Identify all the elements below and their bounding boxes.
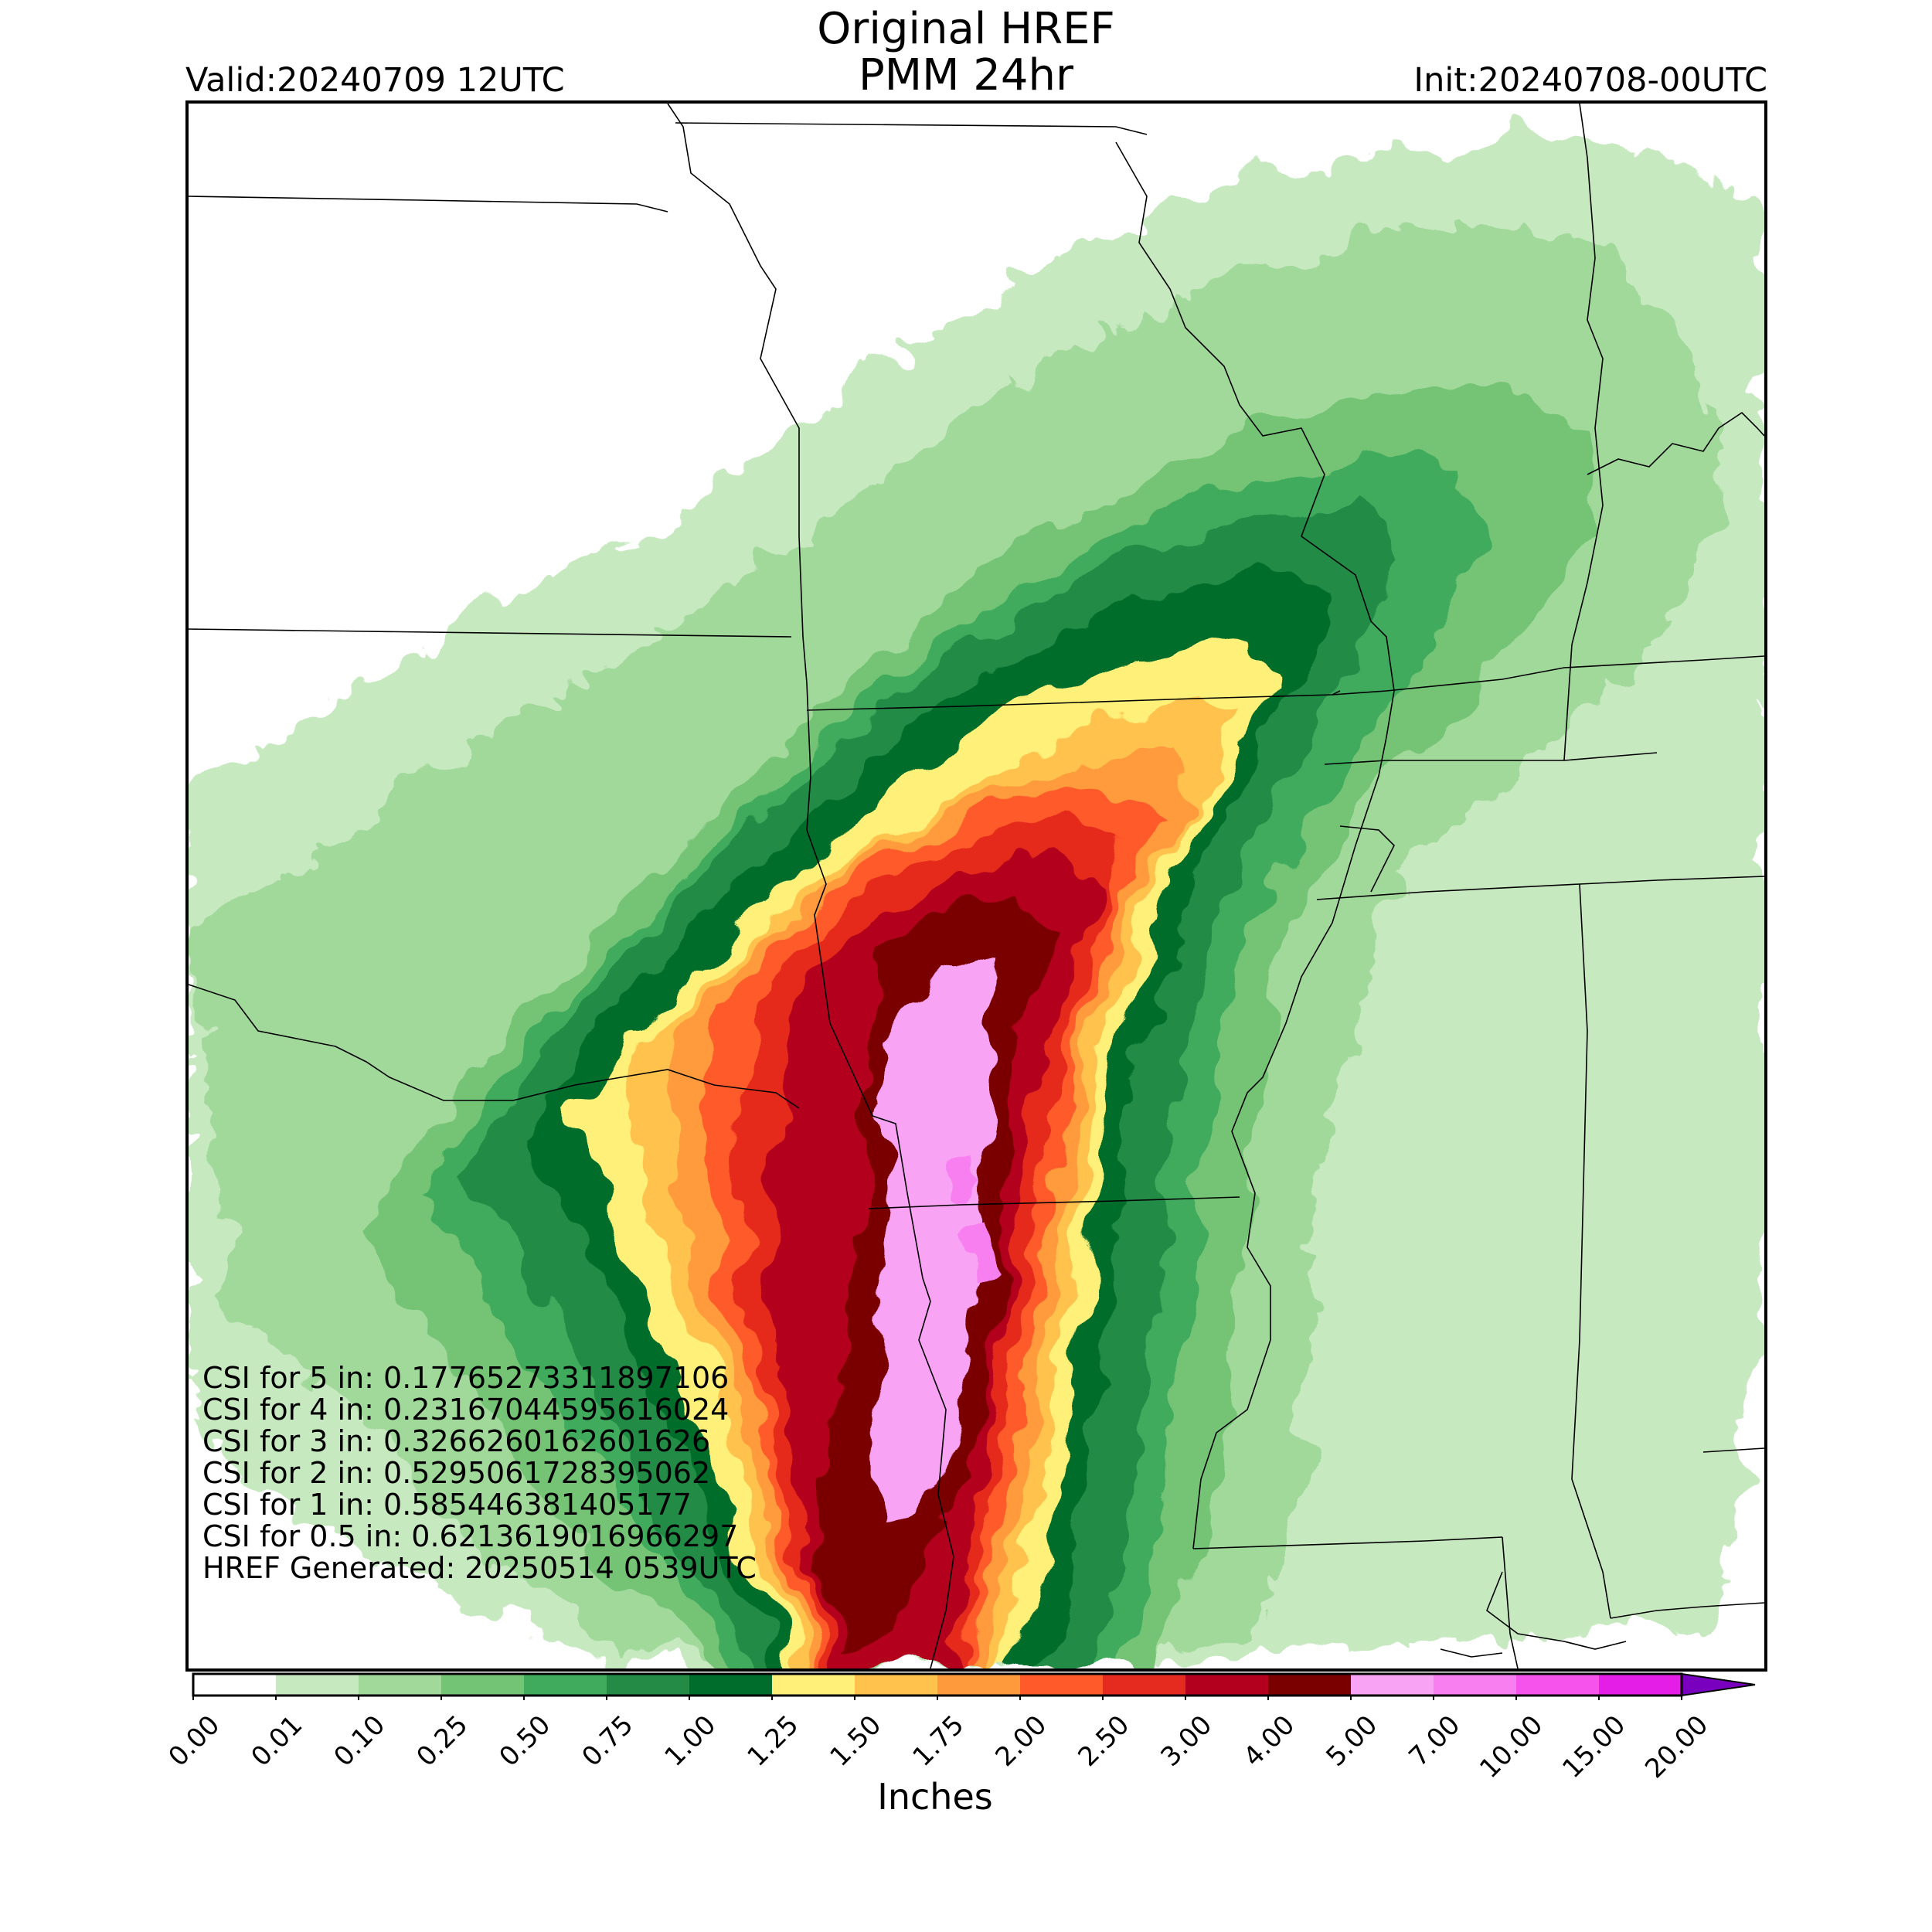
colorbar-units-label: Inches [877,1776,993,1818]
colorbar-segment [689,1674,772,1696]
colorbar-segment [1434,1674,1516,1696]
colorbar-segment [276,1674,359,1696]
colorbar-tick-label: 0.10 [328,1709,392,1773]
colorbar-tick-label: 5.00 [1320,1709,1384,1773]
colorbar-tick-label: 1.50 [824,1709,888,1773]
colorbar-tick-label: 0.00 [162,1709,226,1773]
colorbar-segment [772,1674,855,1696]
colorbar-segment [1185,1674,1268,1696]
csi-2in: CSI for 2 in: 0.5295061728395062 [202,1456,711,1490]
state-boundaries [189,104,1764,1668]
colorbar-tick-label: 15.00 [1556,1709,1632,1785]
init-time-label: Init:20240708-00UTC [1413,61,1767,100]
colorbar-tick-label: 4.00 [1237,1709,1301,1773]
colorbar-tick-label: 2.50 [1072,1709,1136,1773]
colorbar-tick-label: 0.50 [493,1709,557,1773]
colorbar-tick-label: 1.25 [741,1709,805,1773]
colorbar-segment [359,1674,441,1696]
precip-5-00in [869,969,1000,1526]
colorbar-tick-label: 0.75 [576,1709,640,1773]
colorbar-segment [855,1674,937,1696]
colorbar-tick-label: 1.75 [906,1709,971,1773]
map-title: Original HREF [817,4,1115,54]
colorbar-tick-label: 20.00 [1639,1709,1715,1785]
csi-3in: CSI for 3 in: 0.3266260162601626 [202,1424,711,1458]
href-generated: HREF Generated: 20250514 0539UTC [202,1551,757,1585]
precip-7-00in [961,1232,992,1278]
colorbar-tick-label: 10.00 [1474,1709,1549,1785]
colorbar-segment [524,1674,607,1696]
valid-time-label: Valid:20240709 12UTC [185,61,565,100]
colorbar-tick-label: 0.01 [245,1709,309,1773]
precipitation-map [185,100,1767,1672]
precipitation-field [189,104,1764,1668]
colorbar-segment [607,1674,689,1696]
csi-statistics: CSI for 5 in: 0.17765273311897106 CSI fo… [202,1362,757,1584]
colorbar-segment [1599,1674,1682,1696]
colorbar [189,1669,1766,1703]
csi-4in: CSI for 4 in: 0.23167044595616024 [202,1393,730,1427]
colorbar-tick-label: 1.00 [658,1709,723,1773]
map-subtitle: PMM 24hr [859,50,1073,100]
colorbar-extend-arrow [1681,1672,1756,1697]
precip-shading [189,134,1764,1668]
colorbar-segment [1351,1674,1434,1696]
csi-5in: CSI for 5 in: 0.17765273311897106 [202,1361,730,1395]
colorbar-segment [1516,1674,1599,1696]
colorbar-segment [193,1674,276,1696]
colorbar-segment [1103,1674,1185,1696]
colorbar-tick-label: 0.25 [410,1709,474,1773]
csi-0-5in: CSI for 0.5 in: 0.6213619016966297 [202,1519,739,1553]
colorbar-tick-label: 2.00 [989,1709,1053,1773]
csi-1in: CSI for 1 in: 0.585446381405177 [202,1488,692,1522]
colorbar-segment [1268,1674,1351,1696]
colorbar-tick-label: 7.00 [1403,1709,1467,1773]
colorbar-scale [192,1672,1756,1703]
colorbar-segment [1020,1674,1103,1696]
precip-7-00in [946,1155,985,1209]
colorbar-tick-label: 3.00 [1155,1709,1219,1773]
colorbar-segment [441,1674,524,1696]
colorbar-segment [937,1674,1020,1696]
